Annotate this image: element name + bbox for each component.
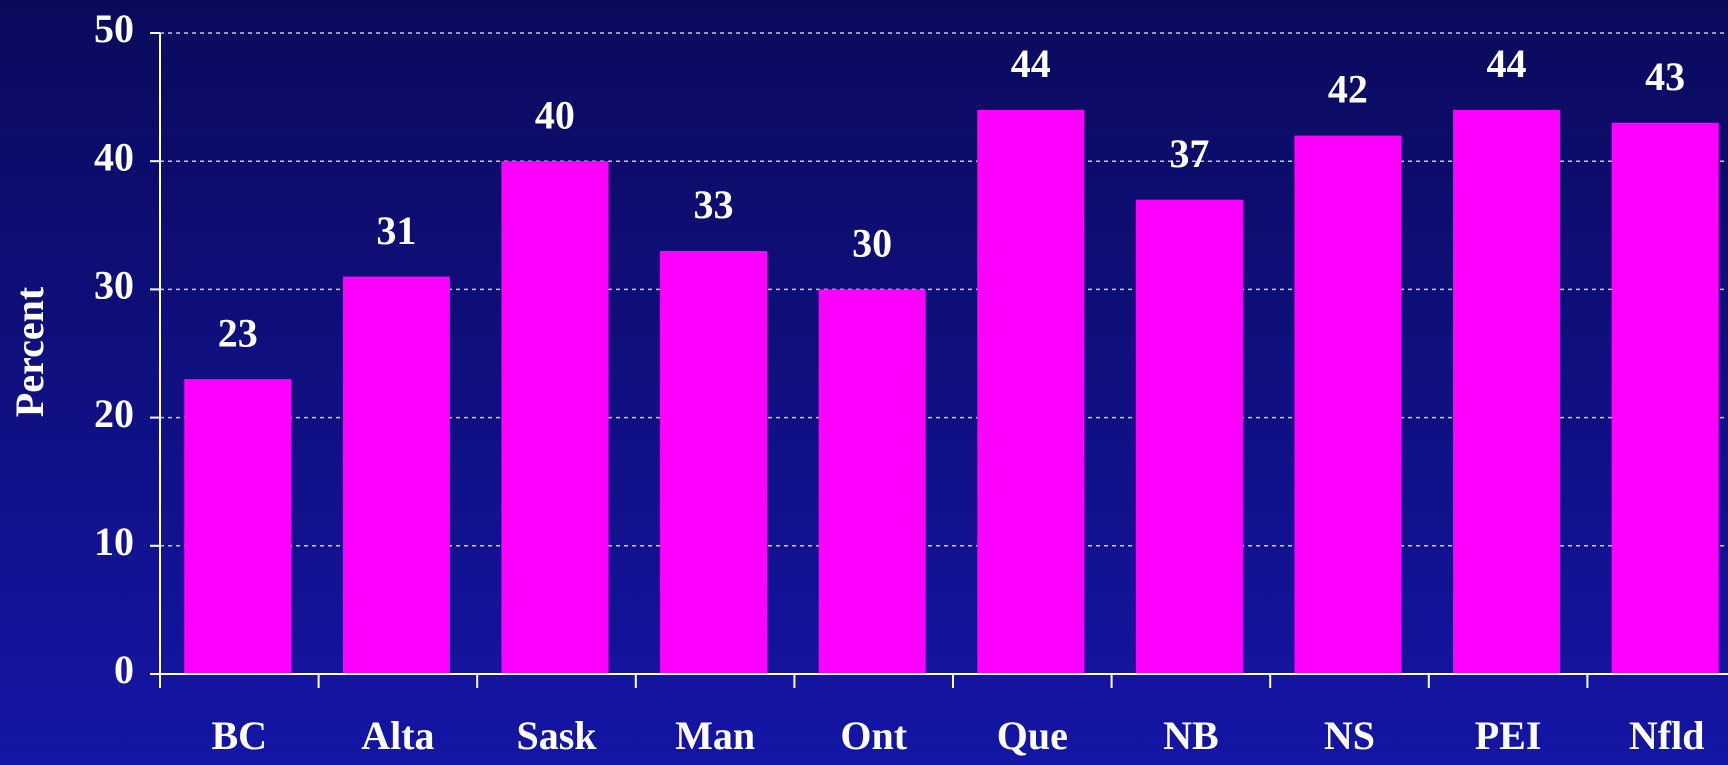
value-label: 31 [376,208,416,253]
y-tick-label: 30 [94,263,134,308]
x-tick-label: Nfld [1629,713,1705,758]
x-tick-label: Alta [361,713,434,758]
x-tick-label: Man [675,713,755,758]
bar [342,276,450,674]
bar [1611,122,1719,675]
value-label: 30 [852,221,892,266]
x-tick-label: Que [997,713,1068,758]
x-tick-label: NS [1324,713,1375,758]
y-tick-label: 0 [114,647,134,692]
value-label: 23 [218,310,258,355]
value-label: 37 [1169,131,1209,176]
bar [660,250,768,674]
y-tick-label: 40 [94,134,134,179]
x-tick-label: Sask [516,713,597,758]
value-label: 43 [1645,54,1685,99]
bar [501,161,609,674]
x-tick-label: NB [1163,713,1219,758]
y-tick-label: 50 [94,6,134,51]
x-tick-label: PEI [1475,713,1542,758]
x-tick-label: Ont [840,713,907,758]
bar [184,379,292,674]
value-label: 44 [1011,41,1051,86]
value-label: 40 [535,92,575,137]
bar [818,289,926,674]
y-axis-label: Percent [7,286,52,417]
value-label: 44 [1487,41,1527,86]
bar [1294,135,1402,674]
y-tick-label: 20 [94,391,134,436]
bar [977,109,1085,675]
y-tick-label: 10 [94,519,134,564]
bar [1135,199,1243,674]
value-label: 33 [694,182,734,227]
value-label: 42 [1328,67,1368,112]
x-tick-label: BC [212,713,268,758]
bar [1453,109,1561,675]
